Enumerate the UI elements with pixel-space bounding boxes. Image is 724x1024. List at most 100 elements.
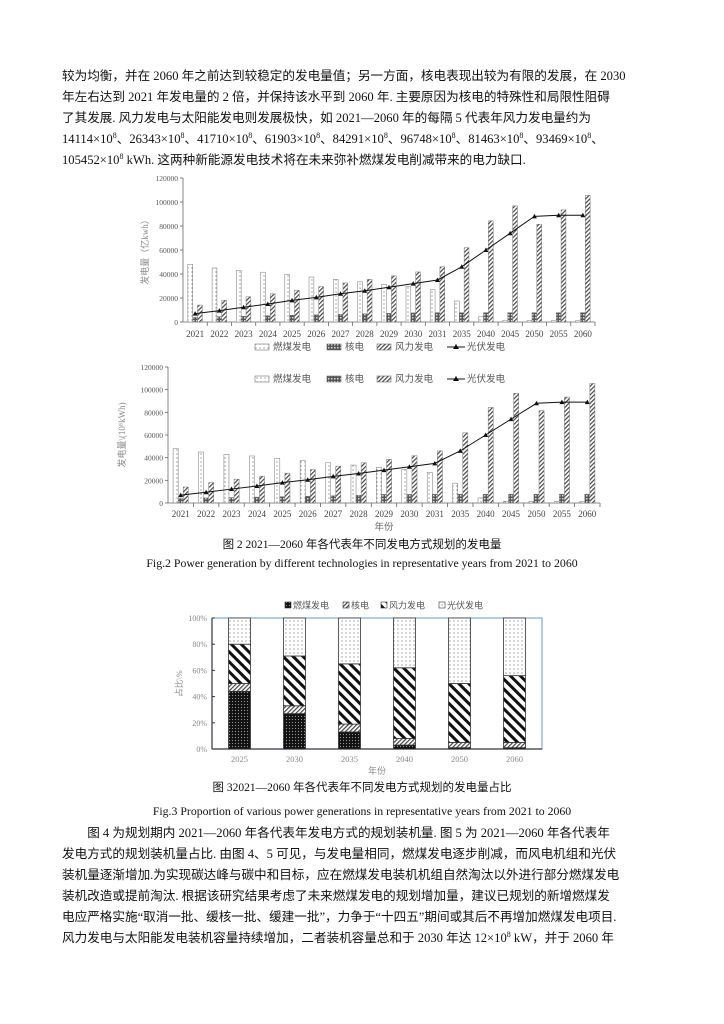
triangle-marker xyxy=(410,281,416,286)
bar-燃煤发电 xyxy=(284,274,290,323)
exponent: 8 xyxy=(506,929,511,939)
triangle-marker xyxy=(580,212,586,218)
stacked-segment-光伏发电 xyxy=(503,617,526,677)
x-tick-label: 2023 xyxy=(235,329,254,339)
bar-风力发电 xyxy=(360,462,367,504)
triangle-marker xyxy=(406,464,412,469)
bar-风力发电 xyxy=(208,482,214,504)
fig3-caption-cn: 图 32021—2060 年各代表年不同发电方式规划的发电量占比 xyxy=(212,782,512,794)
bar-核电 xyxy=(254,496,260,504)
bar-核电 xyxy=(533,493,540,504)
bar-燃煤发电 xyxy=(426,472,433,504)
y-tick-label: 20% xyxy=(192,719,207,728)
stacked-segment-光伏发电 xyxy=(393,617,416,669)
x-tick-label: 2060 xyxy=(578,509,597,519)
triangle-marker xyxy=(178,492,184,498)
x-tick-label: 2026 xyxy=(299,509,318,519)
stacked-segment-风力发电 xyxy=(448,683,471,743)
legend-label: 核电 xyxy=(345,373,365,385)
wind-value: 61903×10 xyxy=(264,132,317,146)
x-tick-label: 2040 xyxy=(396,754,413,764)
legend-swatch xyxy=(376,375,392,383)
bar-燃煤发电 xyxy=(357,281,363,323)
bar-风力发电 xyxy=(342,282,349,323)
y-tick-label: 120000 xyxy=(156,174,179,183)
wind-value: 41710×10 xyxy=(197,132,249,146)
legend-label: 风力发电 xyxy=(395,373,434,385)
bar-风力发电 xyxy=(335,465,342,504)
legend-swatch xyxy=(284,601,292,609)
triangle-marker xyxy=(203,489,209,495)
stacked-segment-燃煤发电 xyxy=(338,731,361,750)
bar-燃煤发电 xyxy=(526,320,533,323)
chart-generation-2: 0 20000 40000 60000 80000 100000 120000 2021 202… xyxy=(116,363,601,533)
text: kW，并于 2060 年 xyxy=(510,931,614,945)
bar-核电 xyxy=(304,495,311,504)
legend-swatch xyxy=(326,343,342,351)
legend-label: 核电 xyxy=(345,341,365,353)
triangle-marker xyxy=(457,448,463,453)
wind-value: 93469×10 xyxy=(536,132,588,146)
triangle-marker xyxy=(432,460,438,466)
bar-风力发电 xyxy=(564,396,570,504)
triangle-marker xyxy=(381,467,387,473)
bar-核电 xyxy=(434,312,441,323)
y-tick-label: 0% xyxy=(196,745,207,754)
fig3-caption-en: Fig.3 Proportion of various power genera… xyxy=(152,804,572,818)
fig2-caption-cn: 图 2 2021—2060 年各代表年不同发电方式规划的发电量 xyxy=(222,539,502,551)
bar-核电 xyxy=(584,493,591,504)
bar-核电 xyxy=(482,493,489,504)
exponent: 8 xyxy=(248,130,253,140)
bar-燃煤发电 xyxy=(503,501,509,504)
x-tick-label: 2030 xyxy=(286,754,303,764)
stacked-segment-风力发电 xyxy=(228,643,251,684)
stacked-segment-风力发电 xyxy=(393,667,416,739)
bar-风力发电 xyxy=(560,209,567,323)
triangle-marker xyxy=(279,480,285,485)
bar-核电 xyxy=(192,316,198,323)
bar-风力发电 xyxy=(513,393,519,504)
y-axis-label: 发电量（亿kwh） xyxy=(139,215,150,285)
x-tick-label: 2022 xyxy=(197,509,215,519)
bar-核电 xyxy=(381,494,387,504)
bar-燃煤发电 xyxy=(579,501,586,504)
x-tick-label: 2031 xyxy=(428,329,446,339)
bar-风力发电 xyxy=(269,293,276,323)
text-line: 较为均衡，并在 2060 年之前达到较稳定的发电量值；另一方面，核电表现出较为有… xyxy=(62,69,626,83)
bar-燃煤发电 xyxy=(198,451,204,504)
stacked-segment-光伏发电 xyxy=(338,617,361,665)
legend-label: 燃煤发电 xyxy=(273,373,312,385)
x-tick-label: 2060 xyxy=(506,754,523,764)
bar-风力发电 xyxy=(310,469,316,504)
bar-风力发电 xyxy=(585,195,591,323)
y-tick-label: 60000 xyxy=(159,246,178,255)
bar-风力发电 xyxy=(463,247,470,323)
bar-核电 xyxy=(265,315,271,323)
x-tick-label: 2050 xyxy=(525,329,544,339)
text-line: 装机量逐渐增加.为实现碳达峰与碳中和目标，应在燃煤发电装机机组自然淘汰以外进行部… xyxy=(62,868,620,882)
exponent: 8 xyxy=(383,130,388,140)
text-line: 年左右达到 2021 年发电量的 2 倍，并保持该水平到 2060 年. 主要原… xyxy=(62,90,610,104)
bar-核电 xyxy=(457,493,464,504)
legend-marker xyxy=(453,344,459,349)
bar-风力发电 xyxy=(487,407,494,504)
y-tick-label: 60000 xyxy=(144,431,163,440)
bar-核电 xyxy=(240,315,247,323)
bar-风力发电 xyxy=(512,205,518,323)
bar-风力发电 xyxy=(386,459,392,504)
stacked-segment-核电 xyxy=(393,738,416,746)
wind-value: 81463×10 xyxy=(468,132,520,146)
bar-燃煤发电 xyxy=(528,501,535,504)
bar-燃煤发电 xyxy=(187,264,193,323)
chart-generation-1: 0 20000 40000 60000 80000 100000 120000 2021 202… xyxy=(139,174,596,353)
bar-燃煤发电 xyxy=(554,501,560,504)
bar-风力发电 xyxy=(233,478,240,504)
legend-swatch xyxy=(342,601,350,609)
bar-燃煤发电 xyxy=(376,467,382,504)
bar-燃煤发电 xyxy=(350,464,357,504)
stacked-segment-核电 xyxy=(448,742,471,749)
top-paragraph: 较为均衡，并在 2060 年之前达到较稳定的发电量值；另一方面，核电表现出较为有… xyxy=(62,66,664,171)
x-tick-label: 2055 xyxy=(550,329,569,339)
bar-燃煤发电 xyxy=(454,300,460,323)
y-axis-label: 发电量\(10⁸kWh) xyxy=(116,402,127,467)
